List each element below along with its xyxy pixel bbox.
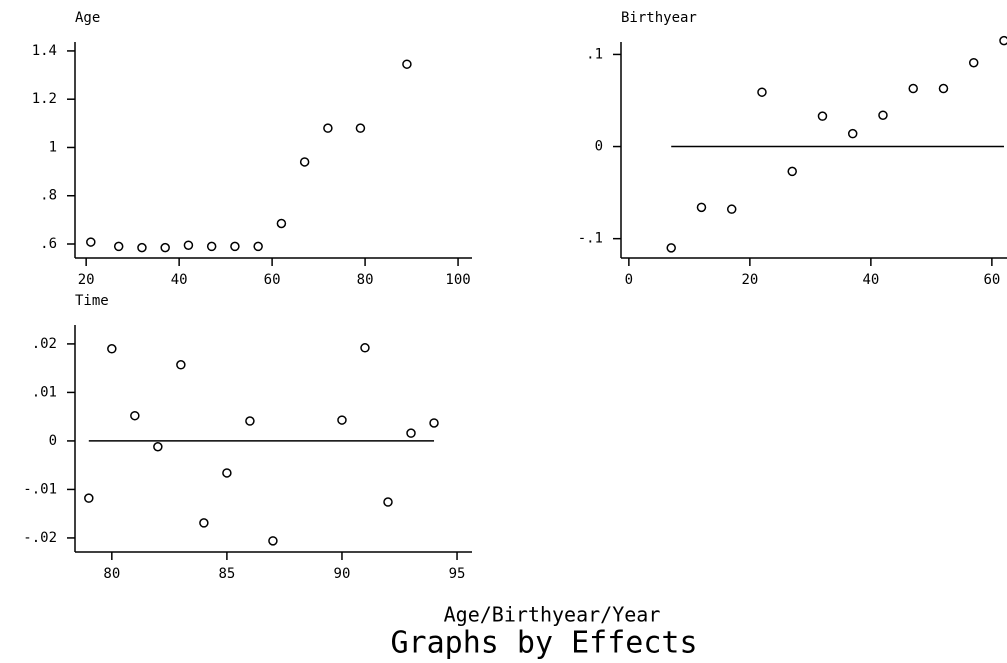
point <box>878 110 888 120</box>
point <box>968 57 979 68</box>
x-tick-label: 80 <box>103 566 120 582</box>
point <box>137 242 147 253</box>
point <box>230 241 240 252</box>
point <box>402 59 412 69</box>
point <box>113 241 124 252</box>
x-tick-label: 20 <box>741 272 758 288</box>
point <box>199 518 209 528</box>
x-tick-label: 40 <box>862 272 879 288</box>
y-tick-label: .02 <box>32 336 57 352</box>
point <box>355 123 366 133</box>
x-tick-label: 85 <box>218 566 235 582</box>
x-tick-label: 20 <box>78 272 95 288</box>
y-tick-label: 0 <box>595 139 603 155</box>
x-axis-label: Age/Birthyear/Year <box>444 603 661 627</box>
caption: Graphs by Effects <box>390 626 697 661</box>
point <box>817 111 828 121</box>
point <box>337 415 347 425</box>
panel-title: Birthyear <box>621 10 697 26</box>
point <box>908 83 918 94</box>
point <box>268 536 278 546</box>
y-tick-label: -.02 <box>23 530 57 546</box>
y-tick-label: -.1 <box>578 231 603 247</box>
point <box>938 83 949 94</box>
point <box>183 240 194 250</box>
point <box>429 418 439 428</box>
point <box>107 344 117 354</box>
y-tick-label: -.01 <box>23 481 57 497</box>
point <box>299 157 310 167</box>
panel-title: Age <box>75 10 100 26</box>
point <box>160 242 170 253</box>
panel-title: Time <box>75 293 109 309</box>
point <box>176 360 186 370</box>
x-tick-label: 90 <box>334 566 351 582</box>
y-tick-label: .01 <box>32 384 57 400</box>
x-tick-label: 40 <box>171 272 188 288</box>
point <box>86 237 96 247</box>
y-tick-label: .1 <box>586 46 603 62</box>
x-tick-label: 95 <box>449 566 466 582</box>
point <box>757 87 767 97</box>
y-tick-label: 1 <box>49 139 57 155</box>
x-tick-label: 60 <box>264 272 281 288</box>
point <box>726 204 737 214</box>
y-tick-label: 1.2 <box>32 91 57 107</box>
point <box>245 416 255 426</box>
point <box>222 468 232 478</box>
point <box>323 123 333 133</box>
point <box>360 343 370 353</box>
point <box>153 441 163 452</box>
y-tick-label: .8 <box>40 188 57 204</box>
point <box>276 218 287 229</box>
point <box>130 410 140 421</box>
point <box>666 243 676 253</box>
point <box>253 241 263 252</box>
point <box>84 493 94 503</box>
point <box>787 166 797 177</box>
x-tick-label: 60 <box>983 272 1000 288</box>
x-tick-label: 100 <box>445 272 470 288</box>
x-tick-label: 0 <box>625 272 633 288</box>
point <box>696 202 707 213</box>
y-tick-label: .6 <box>40 236 57 252</box>
point <box>999 35 1007 46</box>
point <box>406 428 416 438</box>
x-tick-label: 80 <box>357 272 374 288</box>
point <box>383 497 393 507</box>
point <box>206 241 217 252</box>
y-tick-label: 0 <box>49 433 57 449</box>
y-tick-label: 1.4 <box>32 43 57 59</box>
point <box>847 128 858 139</box>
